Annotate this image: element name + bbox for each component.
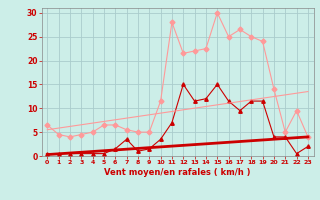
X-axis label: Vent moyen/en rafales ( km/h ): Vent moyen/en rafales ( km/h ) bbox=[104, 168, 251, 177]
